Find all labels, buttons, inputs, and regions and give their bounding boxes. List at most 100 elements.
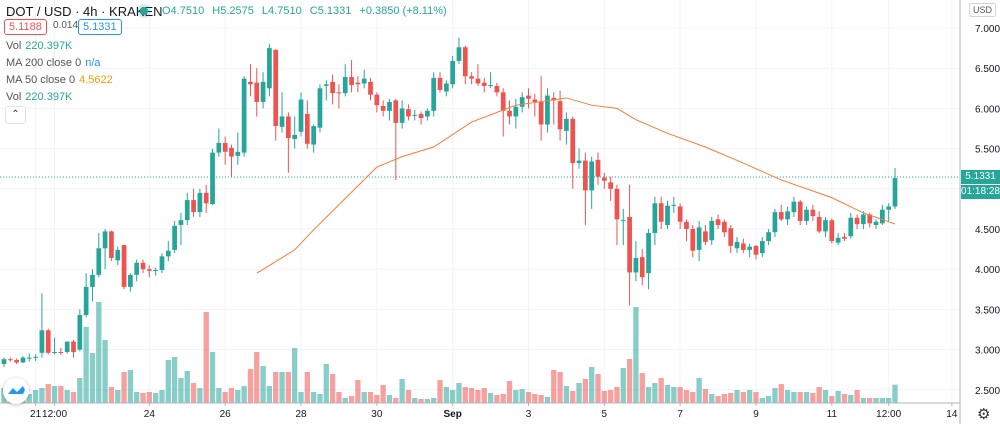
volume-bar [386, 395, 393, 403]
volume-bar [500, 394, 506, 403]
volume-bar [683, 390, 690, 403]
candle-body [551, 97, 557, 101]
collapse-legend-button[interactable]: ⌃ [5, 106, 26, 124]
candle-body [532, 99, 538, 102]
candle-body [589, 161, 595, 191]
candle-body [816, 216, 822, 232]
candle-body [336, 92, 342, 94]
volume-bar [841, 394, 848, 403]
volume-bar [450, 390, 456, 403]
price-tick-label: 6.5000 [975, 64, 1000, 75]
price-tick-label: 4.0000 [975, 265, 1000, 276]
volume-bar [595, 374, 601, 403]
indicator-ma200[interactable]: MA 200 close 0 n/a [6, 57, 101, 69]
tradingview-logo[interactable] [3, 378, 29, 404]
volume-bar [873, 398, 879, 403]
price-tick-label: 7.0000 [975, 24, 1000, 35]
indicator-ma50[interactable]: MA 50 close 0 4.5622 [6, 74, 113, 86]
volume-bar [639, 373, 645, 403]
volume-bar [380, 385, 386, 403]
candle-body [7, 359, 13, 361]
time-tick-label: 7 [677, 409, 683, 420]
volume-bar [355, 380, 361, 403]
candle-body [406, 109, 411, 117]
volume-bar [589, 367, 595, 403]
candle-body [140, 262, 146, 270]
currency-label[interactable]: USD [968, 3, 996, 17]
indicator-value: 220.397K [25, 91, 73, 103]
volume-bar [329, 374, 336, 403]
volume-bar [184, 371, 190, 403]
candle-body [229, 147, 234, 157]
indicator-value: n/a [85, 57, 101, 69]
time-tick-label: 5 [602, 409, 608, 420]
volume-bar [70, 392, 77, 403]
candle-body [203, 192, 209, 204]
candle-body [671, 204, 677, 206]
candle-body [722, 221, 727, 233]
volume-bar [89, 353, 96, 403]
candles [1, 37, 898, 368]
volume-bar [399, 379, 405, 403]
candle-body [488, 85, 493, 87]
buy-button[interactable]: 5.1331 [78, 19, 122, 35]
candle-body [260, 81, 266, 102]
indicator-volume[interactable]: Vol 220.397K [6, 40, 72, 52]
candle-body [873, 221, 879, 225]
candle-body [835, 237, 841, 243]
candle-body [431, 77, 437, 111]
time-axis[interactable]: 21 12:00 24 26 28 30 Sep 3 5 7 9 11 12:00 14 [30, 403, 958, 420]
candle-body [39, 330, 45, 353]
change-value: +0.3850 (+8.11%) [359, 5, 447, 17]
candle-body [153, 270, 159, 272]
gear-icon[interactable]: ⚙ [977, 406, 991, 423]
candle-body [639, 257, 645, 278]
candle-body [842, 237, 847, 239]
candle-body [77, 315, 83, 350]
candle-body [64, 341, 70, 353]
price-axis[interactable]: 7.00006.50006.00005.50005.00004.50004.00… [975, 24, 1000, 397]
last-price-tag: 5.1331 [961, 170, 1000, 184]
grid-lines [0, 0, 960, 403]
candle-body [880, 209, 885, 224]
candle-body [134, 262, 140, 275]
volume-bar [519, 389, 525, 403]
time-tick-label: 21 [30, 409, 42, 420]
candle-body [26, 357, 32, 359]
volume-bar [51, 386, 58, 403]
volume-bar [538, 395, 544, 403]
candle-body [58, 352, 64, 354]
volume-bar [487, 393, 494, 403]
candle-body [380, 105, 386, 111]
ma50-line [256, 97, 896, 274]
time-tick-label: 9 [753, 409, 759, 420]
indicator-value: 220.397K [25, 40, 73, 52]
volume-bar [424, 399, 431, 403]
volume-bar [759, 398, 765, 403]
volume-bar [412, 398, 418, 403]
symbol-title[interactable]: DOT / USD · 4h · KRAKEN [6, 4, 163, 19]
candle-body [393, 100, 399, 123]
candle-body [387, 101, 392, 111]
volume-bar [222, 392, 228, 403]
candle-body [658, 203, 664, 222]
candle-body [216, 142, 222, 153]
volume-bar [854, 390, 860, 403]
time-tick-label: 3 [526, 409, 532, 420]
indicator-label: MA 50 close 0 [6, 74, 76, 86]
volume-bar [582, 379, 589, 403]
open-value: O4.7510 [162, 5, 205, 17]
candle-body [690, 229, 696, 251]
candle-body [165, 250, 171, 257]
volume-bar [361, 392, 367, 403]
indicator-volume-2[interactable]: Vol 220.397K [6, 91, 72, 103]
candle-body [184, 200, 190, 221]
candle-body [557, 101, 563, 130]
sell-button[interactable]: 5.1188 [4, 19, 47, 35]
volume-bar [348, 396, 355, 403]
candle-body [462, 47, 468, 77]
logo-icon [8, 386, 25, 394]
candle-body [500, 92, 506, 111]
volume-bar [677, 387, 683, 403]
